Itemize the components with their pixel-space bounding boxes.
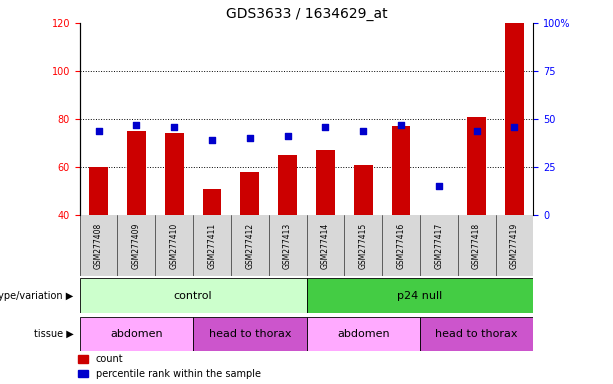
Point [131,122,141,128]
Bar [127,131,146,215]
Text: GSM277416: GSM277416 [397,222,406,269]
Text: head to thorax: head to thorax [435,329,518,339]
Text: genotype/variation ▶: genotype/variation ▶ [0,291,74,301]
Text: tissue ▶: tissue ▶ [34,329,74,339]
Point [396,122,406,128]
Bar [505,23,524,215]
Bar [420,317,533,351]
Point [169,124,179,130]
Bar [306,317,420,351]
Bar [278,155,297,215]
Legend: count, percentile rank within the sample: count, percentile rank within the sample [78,354,261,379]
Bar [354,165,373,215]
Text: GSM277415: GSM277415 [359,222,368,269]
Bar [165,133,184,215]
Text: GSM277409: GSM277409 [132,222,141,269]
Bar [306,278,533,313]
Text: GSM277412: GSM277412 [245,222,254,268]
Text: GSM277418: GSM277418 [472,222,481,268]
Bar [193,317,306,351]
Point [321,124,330,130]
Text: control: control [173,291,213,301]
Text: head to thorax: head to thorax [208,329,291,339]
Text: GSM277417: GSM277417 [434,222,443,269]
Text: abdomen: abdomen [110,329,162,339]
Point [434,183,444,189]
Point [509,124,519,130]
Bar [80,278,306,313]
Text: GSM277410: GSM277410 [170,222,179,269]
Point [472,127,482,134]
Bar [467,117,486,215]
Bar [240,172,259,215]
Point [207,137,217,143]
Point [94,127,104,134]
Point [358,127,368,134]
Text: GSM277408: GSM277408 [94,222,103,269]
Text: GSM277411: GSM277411 [207,222,216,268]
Bar [392,126,411,215]
Text: p24 null: p24 null [397,291,443,301]
Title: GDS3633 / 1634629_at: GDS3633 / 1634629_at [226,7,387,21]
Text: GSM277419: GSM277419 [510,222,519,269]
Bar [80,317,193,351]
Point [245,135,255,141]
Bar [316,150,335,215]
Text: abdomen: abdomen [337,329,389,339]
Bar [202,189,221,215]
Bar [89,167,108,215]
Text: GSM277414: GSM277414 [321,222,330,269]
Point [283,133,292,139]
Text: GSM277413: GSM277413 [283,222,292,269]
